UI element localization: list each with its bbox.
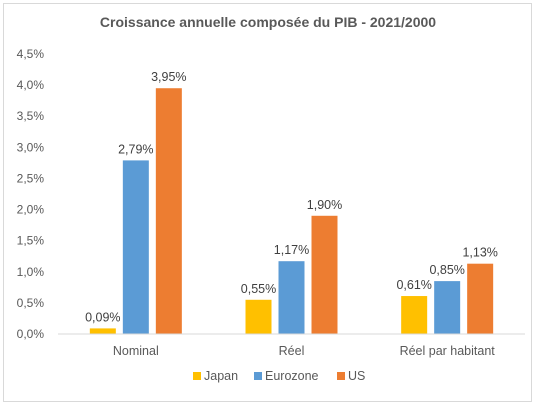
data-label: 0,61% (396, 278, 431, 292)
y-tick-label: 3,5% (17, 109, 45, 123)
x-tick-label: Réel par habitant (400, 344, 496, 358)
chart-title: Croissance annuelle composée du PIB - 20… (100, 14, 436, 30)
bar-eurozone (434, 281, 461, 334)
legend-label-us: US (348, 369, 365, 383)
x-axis: Nominal Réel Réel par habitant (58, 333, 525, 358)
legend-label-eurozone: Eurozone (265, 369, 319, 383)
bar-us (311, 215, 338, 334)
bar-eurozone (278, 261, 305, 334)
y-tick-label: 1,0% (17, 265, 45, 279)
data-label: 3,95% (151, 70, 186, 84)
legend-label-japan: Japan (204, 369, 238, 383)
chart-frame (3, 3, 532, 402)
y-tick-label: 2,0% (17, 203, 45, 217)
data-label: 1,13% (462, 246, 497, 260)
y-axis: 0,0% 0,5% 1,0% 1,5% 2,0% 2,5% 3,0% 3,5% 4,0% 4,5% (17, 47, 45, 341)
data-label: 0,09% (85, 310, 120, 324)
y-tick-label: 4,5% (17, 47, 45, 61)
data-label: 0,55% (241, 282, 276, 296)
y-tick-label: 4,0% (17, 78, 45, 92)
bar-eurozone (122, 160, 149, 334)
bar-us (155, 88, 182, 334)
legend-swatch-us (337, 372, 345, 380)
data-label: 2,79% (118, 142, 153, 156)
bar-us (467, 263, 494, 334)
legend-swatch-eurozone (254, 372, 262, 380)
y-tick-label: 3,0% (17, 140, 45, 154)
y-tick-label: 1,5% (17, 234, 45, 248)
data-label: 1,17% (274, 243, 309, 257)
y-tick-label: 0,5% (17, 296, 45, 310)
data-label: 0,85% (429, 263, 464, 277)
bars: 0,09% 2,79% 3,95% 0,55% 1,17% 1,90% 0,61%0,85%… (85, 70, 498, 334)
y-tick-label: 2,5% (17, 171, 45, 185)
bar-japan (245, 299, 272, 334)
data-label: 1,90% (307, 198, 342, 212)
legend: Japan Eurozone US (193, 369, 365, 383)
legend-swatch-japan (193, 372, 201, 380)
bar-japan (89, 328, 116, 334)
x-tick-label: Nominal (113, 344, 159, 358)
bar-japan (401, 296, 428, 334)
x-tick-label: Réel (279, 344, 305, 358)
y-tick-label: 0,0% (17, 327, 45, 341)
